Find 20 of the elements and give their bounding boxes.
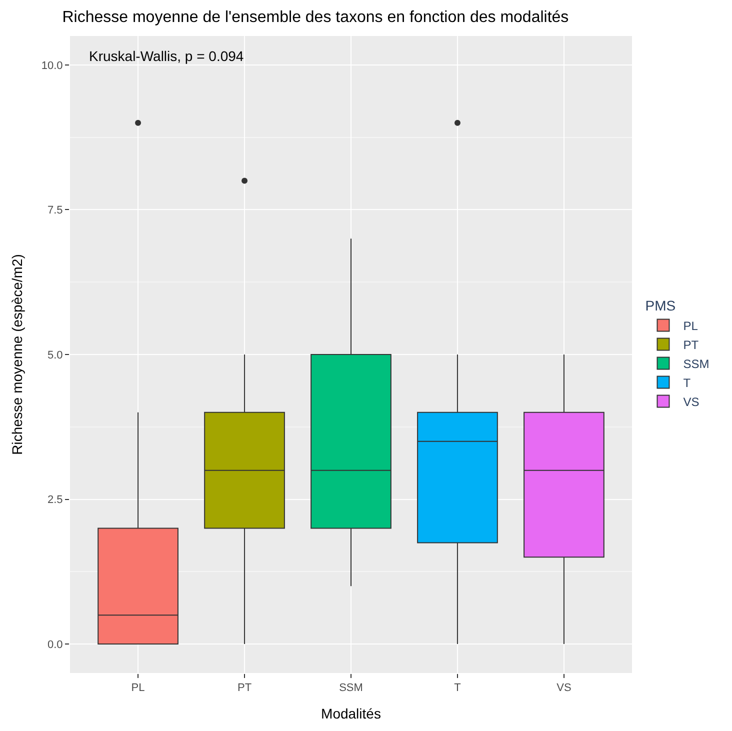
legend-title: PMS <box>645 298 676 314</box>
y-tick-label: 2.5 <box>48 494 63 506</box>
chart-title: Richesse moyenne de l'ensemble des taxons en fonction des modalités <box>62 9 569 26</box>
legend-label: PL <box>683 318 698 333</box>
x-tick-label: SSM <box>339 682 363 694</box>
x-tick-label: T <box>454 682 462 694</box>
legend-label: VS <box>683 394 700 409</box>
y-axis-title: Richesse moyenne (espèce/m2) <box>8 254 25 455</box>
y-tick-label: 0.0 <box>48 638 63 651</box>
legend-label: PT <box>683 338 700 352</box>
y-tick-label: 7.5 <box>48 204 63 217</box>
x-axis-title: Modalités <box>321 706 381 722</box>
x-tick-label: VS <box>556 682 572 694</box>
annotation: Kruskal-Wallis, p = 0.094 <box>89 48 244 64</box>
x-tick-label: PL <box>131 682 145 694</box>
legend-label: SSM <box>683 356 710 371</box>
y-tick-label: 5.0 <box>48 349 63 362</box>
x-tick-label: PT <box>237 682 252 694</box>
legend-label: T <box>683 376 692 390</box>
y-tick-label: 10.0 <box>41 60 63 72</box>
